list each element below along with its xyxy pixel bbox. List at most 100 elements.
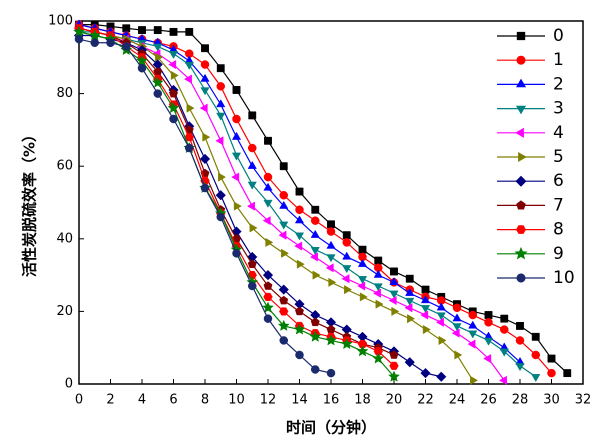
data-point [372,288,381,298]
data-point [294,298,305,310]
data-point [325,263,334,273]
legend-label: 9 [553,244,564,264]
data-point [420,305,431,314]
data-point [390,267,398,276]
data-point [278,230,287,240]
data-point [310,309,321,321]
data-point [218,172,227,182]
data-point [436,312,446,321]
y-tick-label: 0 [65,377,73,392]
data-point [200,183,210,193]
x-tick-label: 20 [386,393,403,408]
data-point [201,44,209,53]
series-line [78,27,395,356]
data-point [405,274,414,283]
data-point [200,87,210,96]
data-point [515,363,525,372]
data-point [263,199,273,208]
data-point [483,337,494,346]
legend-marker [515,127,524,138]
data-point [405,287,415,296]
data-point [262,216,271,226]
data-point [277,319,290,331]
data-point [389,277,399,286]
data-point [232,86,241,94]
data-point [452,323,462,332]
data-point [74,34,84,44]
data-point [358,252,367,262]
data-point [136,54,148,66]
data-point [357,276,368,285]
legend-marker [516,31,526,41]
data-point [295,350,304,360]
data-point [294,241,303,251]
legend-marker [516,225,526,234]
legend-label: 7 [553,195,564,215]
legend-label: 4 [553,123,564,143]
data-point [185,27,194,36]
data-point [325,317,337,328]
data-point [153,43,163,52]
x-tick-label: 16 [323,393,340,408]
data-point [215,190,226,201]
data-point [151,76,164,88]
data-point [279,190,289,200]
data-point [231,172,240,182]
data-point [467,339,476,349]
data-point [372,352,385,364]
data-point [293,323,306,335]
data-point [279,200,289,209]
x-tick-label: 24 [449,393,466,408]
data-point [452,303,462,313]
data-point [422,324,431,335]
legend-label: 2 [553,74,564,94]
data-point [342,238,352,247]
data-point [263,314,273,323]
data-point [470,375,479,385]
series-line [78,27,395,367]
data-point [327,220,335,229]
data-point [202,132,211,142]
data-point [281,248,290,258]
data-point [325,334,337,346]
data-point [547,354,556,363]
data-point [373,269,383,278]
data-point [356,345,369,357]
data-point [312,270,321,280]
legend-marker [516,55,526,65]
data-point [167,101,180,114]
data-point [265,237,274,248]
data-point [279,221,289,230]
data-point [374,256,383,265]
data-point [216,82,226,91]
legend-marker [516,273,526,283]
data-point [294,215,305,224]
data-point [326,254,336,263]
data-point [170,70,179,81]
legend-label: 0 [553,26,564,46]
y-tick-label: 40 [56,231,73,246]
x-tick-label: 14 [291,393,308,408]
data-point [121,42,131,51]
data-point [388,295,397,306]
data-point [199,103,208,113]
data-point [106,38,115,48]
data-point [484,318,493,327]
data-point [294,232,305,241]
data-point [247,181,257,190]
data-point [231,131,242,140]
x-tick-label: 12 [260,393,277,408]
data-point [153,26,162,34]
data-point [357,340,368,349]
data-point [296,259,305,269]
data-point [342,251,352,260]
data-point [263,281,273,290]
data-point [168,59,177,70]
data-point [310,365,320,374]
data-point [264,136,272,145]
x-tick-label: 18 [354,393,371,408]
data-point [263,172,273,182]
data-point [169,88,178,98]
data-point [232,114,241,124]
